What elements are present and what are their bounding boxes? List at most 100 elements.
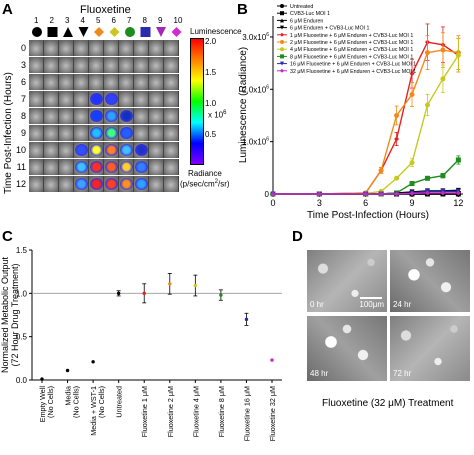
tick-exponent: 6 <box>266 84 269 90</box>
data-point <box>219 293 223 297</box>
data-point <box>270 358 274 362</box>
tick-exponent: 6 <box>266 137 269 143</box>
luminescence-spot <box>75 161 88 173</box>
colorbar-tick: 0.5 <box>205 130 217 139</box>
colorbar-unit-detail: (p/sec/cm2/sr) <box>180 179 230 189</box>
well-marker-icon <box>171 27 182 37</box>
y-tick-label: 0.5 <box>16 333 28 342</box>
plate-well <box>134 40 149 56</box>
plate-well <box>149 108 164 124</box>
plate-well <box>149 142 164 158</box>
colorbar <box>190 38 204 165</box>
data-point <box>40 377 44 381</box>
luminescence-spot <box>120 161 133 173</box>
x-tick-label: 3 <box>317 198 322 208</box>
legend-entry: 6 μM Enduren <box>290 18 323 24</box>
data-point <box>409 92 415 98</box>
plate-well <box>164 74 179 90</box>
plate-well <box>29 91 44 107</box>
legend-entry: 1 μM Fluoxetine + 6 μM Enduren + CVB3-Lu… <box>290 33 413 39</box>
data-point <box>394 136 400 142</box>
row-label: 12 <box>15 179 26 189</box>
panel-label-b: B <box>237 1 248 18</box>
luminescence-spot <box>105 161 118 173</box>
x-tick-label: 6 <box>363 198 368 208</box>
plate-well <box>74 108 89 124</box>
plate-well <box>149 74 164 90</box>
plate-well <box>74 125 89 141</box>
data-point <box>168 282 172 286</box>
y-tick-label: 1.5 <box>16 246 28 255</box>
colorbar-scale: x 106 <box>208 110 227 120</box>
well-number: 9 <box>158 16 163 25</box>
luminescence-spot <box>90 110 103 122</box>
colorbar-tick: 1.5 <box>205 68 217 77</box>
luminescence-spot <box>135 161 148 173</box>
plate-well <box>44 125 59 141</box>
plate-well <box>164 108 179 124</box>
luminescence-spot <box>120 127 133 139</box>
row-label: 7 <box>20 94 26 104</box>
plate-well <box>59 74 74 90</box>
data-point <box>409 71 415 77</box>
well-number: 4 <box>80 16 85 25</box>
luminescence-spot <box>75 144 88 156</box>
luminescence-spot <box>120 110 133 122</box>
tick-exponent: 6 <box>266 32 269 38</box>
plate-well <box>59 57 74 73</box>
plate-row-image <box>29 125 179 141</box>
well-marker-icon <box>78 27 89 37</box>
microscopy-image-72hr: 72 hr <box>390 316 470 381</box>
data-point <box>424 190 430 196</box>
luminescence-spot <box>90 144 103 156</box>
x-tick-sublabel: (No Cells) <box>72 386 81 418</box>
y-tick-label: 0.0 <box>16 376 28 385</box>
row-label: 6 <box>20 77 26 87</box>
y-axis-label-2: (72 Hour Drug Treatment) <box>10 263 20 366</box>
well-number: 5 <box>96 16 101 25</box>
plate-well <box>59 176 74 192</box>
plate-well <box>104 57 119 73</box>
y-tick-label: 1.0x106 <box>242 137 269 147</box>
colorbar-unit: Radiance <box>188 169 222 178</box>
data-point <box>440 76 446 82</box>
plate-well <box>119 74 134 90</box>
y-axis-label: Normalized Metabolic Output <box>0 256 10 373</box>
plate-well <box>29 108 44 124</box>
scale-bar-label: 100μm <box>359 300 384 309</box>
plate-well <box>44 91 59 107</box>
plate-well <box>59 91 74 107</box>
scale-bar <box>360 297 382 299</box>
plate-row-image <box>29 91 179 107</box>
tick-text: 1.0x10 <box>242 138 267 147</box>
data-point <box>91 360 95 364</box>
plate-well <box>164 91 179 107</box>
legend-entry: 32 μM Fluoxetine + 6 μM Enduren + CVB3-L… <box>290 69 416 75</box>
plate-well <box>119 57 134 73</box>
plate-well <box>74 57 89 73</box>
data-point <box>455 190 461 196</box>
image-label: 72 hr <box>393 369 412 378</box>
plate-well <box>134 108 149 124</box>
well-marker-icon <box>63 27 73 37</box>
plate-well <box>164 176 179 192</box>
data-point <box>409 181 415 187</box>
plate-well <box>89 40 104 56</box>
luminescence-spot <box>90 161 103 173</box>
plate-well <box>149 40 164 56</box>
data-point <box>455 52 461 58</box>
well-number: 1 <box>34 16 39 25</box>
well-number: 3 <box>65 16 70 25</box>
panel-d-caption: Fluoxetine (32 μM) Treatment <box>322 398 454 409</box>
row-label: 3 <box>20 60 26 70</box>
plate-well <box>164 142 179 158</box>
well-marker-icon <box>109 27 120 37</box>
plate-well <box>134 91 149 107</box>
data-point <box>424 50 430 56</box>
data-point <box>363 191 369 197</box>
plate-well <box>29 176 44 192</box>
well-marker-icon <box>32 27 42 37</box>
plate-row-image <box>29 176 179 192</box>
row-label: 9 <box>20 128 26 138</box>
data-point <box>244 317 249 322</box>
